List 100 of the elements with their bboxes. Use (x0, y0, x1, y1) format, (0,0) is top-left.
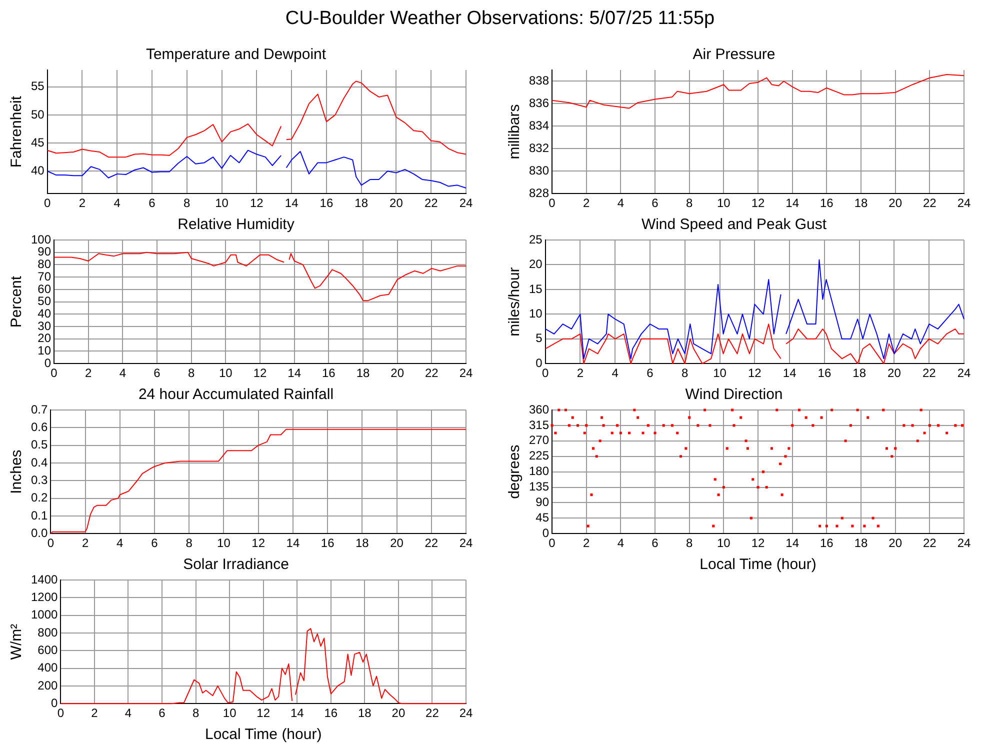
chart-title: 24 hour Accumulated Rainfall (138, 386, 334, 404)
y-tick-label: 90 (38, 244, 52, 259)
x-tick-label: 10 (215, 196, 229, 210)
x-tick-label: 22 (922, 196, 937, 210)
x-tick-label: 8 (192, 706, 200, 720)
chart-title: Wind Direction (685, 386, 783, 404)
x-tick-label: 16 (820, 196, 834, 210)
x-tick-label: 12 (250, 196, 264, 210)
x-tick-label: 2 (78, 196, 86, 210)
x-tick-label: 6 (158, 706, 166, 720)
y-axis-title: Inches (8, 450, 26, 494)
y-axis-title: millibars (506, 104, 524, 160)
x-tick-label: 16 (818, 366, 832, 380)
x-tick-label: 18 (355, 536, 370, 550)
y-tick-label: 0.7 (30, 402, 48, 416)
x-tick-label: 12 (252, 536, 266, 550)
x-tick-label: 24 (957, 196, 971, 210)
x-tick-label: 20 (390, 196, 404, 210)
x-tick-label: 2 (583, 536, 590, 550)
y-tick-label: 40 (30, 163, 45, 178)
chart-title: Air Pressure (692, 46, 776, 64)
x-axis-title: Local Time (hour) (204, 726, 322, 744)
x-tick-label: 8 (682, 366, 689, 380)
y-tick-label: 10 (38, 344, 52, 358)
y-tick-label: 45 (536, 510, 550, 524)
y-tick-label: 135 (528, 480, 550, 494)
y-tick-label: 70 (38, 269, 52, 284)
x-tick-label: 6 (652, 536, 659, 550)
y-axis-title: Fahrenheit (8, 95, 26, 168)
y-tick-label: 828 (528, 186, 550, 200)
y-tick-label: 360 (528, 402, 550, 416)
x-tick-label: 22 (426, 706, 440, 720)
x-tick-label: 6 (148, 196, 156, 210)
y-tick-label: 0 (51, 696, 58, 710)
x-tick-label: 14 (782, 366, 797, 380)
x-tick-label: 24 (459, 536, 473, 550)
x-tick-label: 2 (91, 706, 98, 720)
y-tick-label: 800 (38, 625, 58, 640)
y-tick-label: 90 (536, 495, 550, 510)
y-tick-label: 0.3 (30, 472, 48, 487)
x-tick-label: 2 (583, 196, 590, 210)
y-tick-label: 5 (536, 331, 543, 346)
x-tick-label: 18 (354, 196, 368, 210)
x-tick-label: 24 (459, 366, 473, 380)
y-tick-label: 10 (528, 306, 543, 320)
x-tick-label: 14 (286, 536, 300, 550)
x-axis-title: Local Time (hour) (700, 556, 816, 574)
y-tick-label: 200 (38, 678, 58, 692)
x-tick-label: 22 (424, 366, 439, 380)
x-tick-label: 8 (686, 196, 694, 210)
y-axis-title: Percent (8, 275, 26, 328)
text: CU-Boulder Weather Observations: 5/07/25 11:55p (284, 8, 716, 30)
y-tick-label: 30 (38, 318, 52, 333)
y-tick-label: 0 (44, 356, 52, 370)
x-tick-label: 4 (617, 536, 624, 550)
x-tick-label: 24 (459, 706, 473, 720)
x-tick-label: 4 (617, 196, 624, 210)
x-tick-label: 16 (820, 536, 834, 550)
x-tick-label: 8 (686, 536, 694, 550)
y-tick-label: 0.0 (30, 526, 48, 540)
y-tick-label: 15 (528, 282, 543, 296)
x-tick-label: 20 (390, 366, 404, 380)
x-tick-label: 22 (424, 196, 438, 210)
y-tick-label: 0.2 (30, 490, 48, 505)
x-tick-label: 20 (390, 536, 404, 550)
x-tick-label: 8 (184, 196, 191, 210)
x-tick-label: 22 (922, 536, 937, 550)
y-tick-label: 0 (542, 526, 550, 540)
y-tick-label: 838 (528, 74, 550, 88)
x-tick-label: 12 (751, 536, 766, 550)
y-tick-label: 836 (528, 96, 550, 110)
x-tick-label: 20 (392, 706, 406, 720)
y-tick-label: 0.1 (30, 508, 48, 522)
y-axis-title: degrees (506, 444, 524, 499)
y-tick-label: 834 (528, 118, 550, 132)
y-tick-label: 600 (38, 642, 58, 657)
x-tick-label: 2 (576, 366, 584, 380)
y-tick-label: 45 (30, 135, 45, 150)
y-tick-label: 20 (38, 331, 52, 346)
x-tick-label: 22 (424, 536, 438, 550)
y-axis-title: W/m² (8, 624, 26, 660)
x-tick-label: 12 (253, 366, 268, 380)
y-tick-label: 1200 (30, 590, 58, 604)
x-tick-label: 16 (324, 706, 338, 720)
x-tick-label: 12 (751, 196, 766, 210)
x-tick-label: 20 (888, 196, 902, 210)
x-tick-label: 8 (186, 536, 193, 550)
x-tick-label: 16 (320, 196, 334, 210)
chart-title: Temperature and Dewpoint (146, 46, 327, 64)
y-tick-label: 0.4 (30, 455, 48, 470)
x-tick-label: 14 (290, 706, 304, 720)
chart-title: Relative Humidity (178, 216, 295, 234)
x-tick-label: 18 (854, 536, 868, 550)
x-tick-label: 24 (957, 536, 971, 550)
y-tick-label: 830 (528, 163, 550, 178)
x-tick-label: 10 (222, 706, 237, 720)
x-tick-label: 4 (119, 366, 126, 380)
x-tick-label: 4 (612, 366, 619, 380)
x-tick-label: 24 (957, 366, 971, 380)
x-tick-label: 8 (188, 366, 196, 380)
